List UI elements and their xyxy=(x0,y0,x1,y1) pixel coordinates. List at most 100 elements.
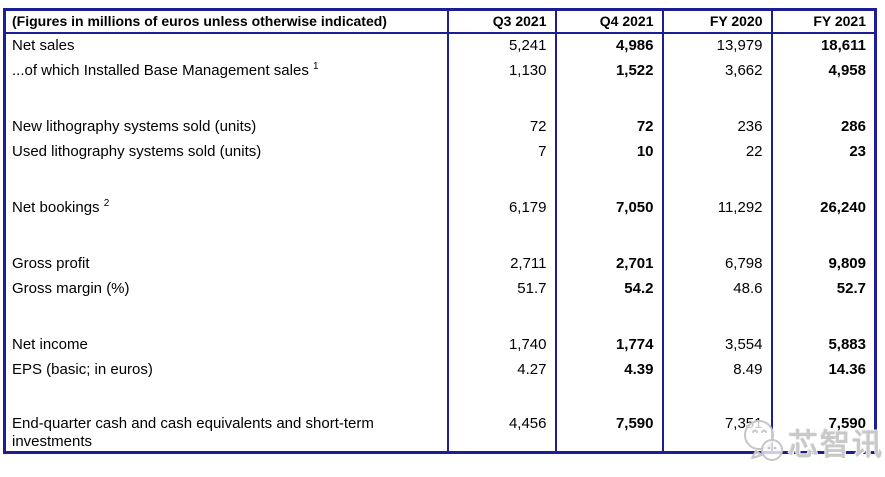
value-cell: 8.49 xyxy=(661,356,772,382)
value-cell: 1,774 xyxy=(554,331,663,357)
value-cell xyxy=(446,300,556,332)
footnote-marker: 1 xyxy=(313,60,319,72)
value-cell xyxy=(446,82,556,114)
value-cell xyxy=(661,381,772,413)
watermark: 芯智讯 xyxy=(738,417,884,467)
row-label-cell: Net bookings 2 xyxy=(5,195,448,220)
value-cell xyxy=(770,82,876,114)
value-cell: 2,711 xyxy=(446,250,556,276)
value-cell: 23 xyxy=(770,138,876,164)
row-label-cell xyxy=(5,301,448,332)
value-cell: 11,292 xyxy=(661,194,772,220)
table-header-row: (Figures in millions of euros unless oth… xyxy=(4,9,876,34)
spacer-row xyxy=(5,300,876,332)
value-cell: 26,240 xyxy=(770,194,876,220)
value-cell: 4.39 xyxy=(554,356,663,382)
value-cell xyxy=(770,163,876,195)
value-cell: 22 xyxy=(661,138,772,164)
row-label-cell xyxy=(5,220,448,251)
table-row: EPS (basic; in euros) 4.27 4.39 8.49 14.36 xyxy=(5,356,876,382)
table-row: Gross margin (%) 51.7 54.2 48.6 52.7 xyxy=(5,275,876,301)
value-cell: 1,740 xyxy=(446,331,556,357)
table-title-cell: (Figures in millions of euros unless oth… xyxy=(4,9,448,34)
value-cell: 3,662 xyxy=(661,57,772,83)
table-row: Net bookings 2 6,179 7,050 11,292 26,240 xyxy=(5,194,876,220)
value-cell xyxy=(661,219,772,251)
value-cell: 7,050 xyxy=(554,194,663,220)
table-row: Used lithography systems sold (units) 7 10… xyxy=(5,138,876,164)
value-cell: 72 xyxy=(446,113,556,139)
value-cell: 5,883 xyxy=(770,331,876,357)
value-cell xyxy=(770,219,876,251)
value-cell xyxy=(446,219,556,251)
value-cell xyxy=(661,300,772,332)
row-label: EPS (basic; in euros) xyxy=(12,360,153,378)
row-label: End-quarter cash and cash equivalents an… xyxy=(12,414,374,450)
value-cell: 51.7 xyxy=(446,275,556,301)
value-cell: 9,809 xyxy=(770,250,876,276)
value-cell: 48.6 xyxy=(661,275,772,301)
value-cell: 4,986 xyxy=(554,32,663,58)
spacer-row xyxy=(5,381,876,413)
value-cell: 286 xyxy=(770,113,876,139)
value-cell: 4,958 xyxy=(770,57,876,83)
value-cell: 1,130 xyxy=(446,57,556,83)
row-label: Used lithography systems sold (units) xyxy=(12,142,262,160)
value-cell xyxy=(554,219,663,251)
value-cell: 4.27 xyxy=(446,356,556,382)
row-label: New lithography systems sold (units) xyxy=(12,117,257,135)
row-label-cell xyxy=(5,382,448,413)
row-label-cell: Used lithography systems sold (units) xyxy=(5,139,448,164)
table-row: New lithography systems sold (units) 72 72… xyxy=(5,113,876,139)
value-cell: 7,590 xyxy=(554,412,663,452)
spacer-row xyxy=(5,219,876,251)
row-label-cell: Gross profit xyxy=(5,251,448,276)
value-cell: 13,979 xyxy=(661,32,772,58)
row-label-cell: End-quarter cash and cash equivalents an… xyxy=(5,413,448,453)
value-cell: 18,611 xyxy=(770,32,876,58)
value-cell: 236 xyxy=(661,113,772,139)
value-cell xyxy=(554,300,663,332)
value-cell xyxy=(446,381,556,413)
value-cell xyxy=(554,163,663,195)
value-cell: 1,522 xyxy=(554,57,663,83)
value-cell: 4,456 xyxy=(446,412,556,452)
value-cell: 54.2 xyxy=(554,275,663,301)
chat-bubbles-logo-icon xyxy=(744,420,783,461)
column-header-q4-2021: Q4 2021 xyxy=(554,9,663,34)
row-label-cell: ...of which Installed Base Management sa… xyxy=(5,58,448,83)
value-cell xyxy=(446,163,556,195)
value-cell xyxy=(554,82,663,114)
value-cell: 6,798 xyxy=(661,250,772,276)
row-label: Net sales xyxy=(12,37,75,54)
row-label-cell: EPS (basic; in euros) xyxy=(5,357,448,382)
footnote-marker: 2 xyxy=(103,197,110,209)
spacer-row xyxy=(5,163,876,195)
column-header-fy-2020: FY 2020 xyxy=(661,9,772,34)
column-header-fy-2021: FY 2021 xyxy=(770,9,876,34)
row-label: Net bookings xyxy=(12,198,100,216)
financial-results-table: (Figures in millions of euros unless oth… xyxy=(3,8,877,454)
row-label: Gross profit xyxy=(12,254,90,272)
value-cell: 2,701 xyxy=(554,250,663,276)
table-row: ...of which Installed Base Management sa… xyxy=(5,57,876,83)
row-label-cell: Net income xyxy=(5,332,448,357)
value-cell: 14.36 xyxy=(770,356,876,382)
value-cell xyxy=(554,381,663,413)
value-cell xyxy=(661,82,772,114)
value-cell: 72 xyxy=(554,113,663,139)
table-row: Net sales 5,241 4,986 13,979 18,611 xyxy=(5,32,876,58)
row-label-cell: Gross margin (%) xyxy=(5,276,448,301)
row-label-cell: Net sales xyxy=(5,33,448,58)
spacer-row xyxy=(5,82,876,114)
table-row: Gross profit 2,711 2,701 6,798 9,809 xyxy=(5,250,876,276)
value-cell xyxy=(770,300,876,332)
value-cell: 6,179 xyxy=(446,194,556,220)
value-cell: 7 xyxy=(446,138,556,164)
row-label: Net income xyxy=(12,335,88,353)
row-label-cell xyxy=(5,164,448,195)
row-label: ...of which Installed Base Management sa… xyxy=(12,61,309,79)
value-cell xyxy=(770,381,876,413)
value-cell xyxy=(661,163,772,195)
value-cell: 3,554 xyxy=(661,331,772,357)
